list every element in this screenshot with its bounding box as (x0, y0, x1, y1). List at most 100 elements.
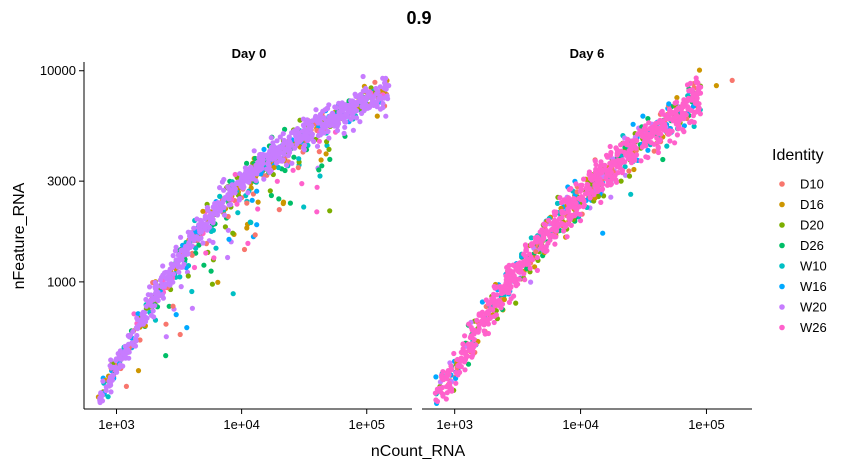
data-point-w20 (265, 161, 271, 167)
data-point-w26 (693, 75, 699, 81)
data-point-w26 (643, 143, 649, 149)
data-point-w20 (148, 312, 154, 318)
legend-key-w26 (779, 324, 785, 331)
data-point-w20 (608, 194, 614, 200)
data-point-w26 (549, 232, 555, 238)
data-point-w16 (254, 222, 260, 228)
data-point-d16 (280, 199, 287, 205)
data-point-w26 (526, 261, 532, 267)
data-point-w20 (160, 263, 166, 269)
data-point-w20 (297, 138, 303, 144)
data-point-w26 (622, 159, 628, 165)
data-point-w26 (598, 199, 604, 205)
data-point-w26 (447, 387, 453, 393)
data-point-d26 (268, 192, 274, 199)
data-point-w26 (299, 181, 305, 187)
data-point-w26 (612, 162, 618, 168)
data-point-d10 (137, 337, 143, 343)
legend-label-d10: D10 (800, 177, 824, 192)
data-point-d16 (696, 67, 703, 73)
data-point-w10 (210, 227, 216, 233)
data-point-w26 (490, 295, 497, 302)
data-point-w20 (313, 107, 319, 113)
data-point-w20 (205, 207, 211, 213)
data-point-w26 (588, 174, 594, 180)
data-point-w20 (385, 96, 391, 102)
data-point-w16 (254, 188, 260, 194)
data-point-w20 (369, 100, 375, 106)
data-point-w16 (173, 312, 179, 318)
data-point-w26 (462, 333, 468, 339)
data-point-w20 (343, 111, 349, 117)
data-point-w26 (602, 167, 609, 173)
data-point-d20 (327, 208, 333, 214)
data-point-w26 (576, 204, 583, 210)
data-point-w26 (660, 111, 666, 117)
data-point-w20 (170, 253, 176, 259)
data-point-w10 (317, 173, 323, 179)
data-point-w26 (521, 251, 527, 257)
data-point-w20 (217, 185, 223, 191)
panel-day-0: Day 0 1e+03 1e+04 1e+05 1000 3000 10000 (40, 46, 412, 432)
data-point-w20 (280, 141, 287, 147)
data-point-w26 (653, 120, 659, 127)
data-point-w26 (465, 341, 471, 347)
data-point-w20 (152, 303, 158, 309)
data-point-w26 (534, 254, 540, 261)
data-point-w26 (577, 196, 584, 202)
legend-key-d20 (779, 222, 785, 228)
data-point-w20 (245, 174, 251, 180)
data-point-w26 (584, 187, 590, 193)
data-point-d10 (295, 165, 301, 171)
data-point-w26 (674, 99, 680, 105)
data-point-w26 (511, 273, 517, 279)
data-point-w20 (337, 116, 343, 122)
data-point-d26 (645, 116, 651, 122)
data-point-w20 (381, 85, 387, 91)
data-point-w26 (615, 170, 621, 176)
data-point-w26 (628, 146, 635, 152)
data-point-w20 (166, 269, 172, 275)
data-point-d20 (230, 230, 236, 236)
data-point-w20 (341, 116, 347, 122)
data-point-w20 (377, 84, 383, 90)
data-point-w20 (363, 98, 369, 104)
data-point-w26 (579, 187, 585, 193)
chart-title: 0.9 (406, 8, 431, 28)
x-tick-label: 1e+04 (223, 417, 260, 432)
legend: Identity D10 D16 D20 D26 W10 W16 W20 W26 (772, 147, 827, 335)
data-point-w26 (565, 221, 571, 227)
data-point-d16 (215, 279, 221, 285)
data-point-w20 (163, 275, 169, 282)
data-point-w20 (133, 336, 139, 342)
data-point-w20 (380, 105, 386, 111)
data-point-d26 (316, 167, 322, 173)
data-point-w26 (234, 201, 240, 207)
data-point-w20 (154, 293, 160, 299)
data-point-w26 (603, 174, 609, 181)
data-point-w26 (568, 185, 574, 192)
data-point-w10 (189, 288, 195, 295)
data-point-w16 (630, 121, 636, 127)
data-point-w26 (689, 87, 696, 93)
data-point-w20 (141, 313, 147, 319)
data-point-d10 (626, 168, 632, 174)
data-point-w26 (673, 107, 680, 113)
y-tick-label: 10000 (40, 63, 76, 78)
legend-label-w10: W10 (800, 259, 827, 274)
legend-label-d16: D16 (800, 197, 824, 212)
data-point-w26 (546, 217, 552, 223)
data-point-w26 (691, 119, 697, 125)
data-point-w26 (496, 302, 502, 308)
data-point-w26 (698, 84, 704, 90)
data-point-w26 (615, 150, 621, 156)
data-point-w20 (336, 100, 342, 106)
data-point-w20 (341, 130, 347, 136)
data-point-w10 (628, 191, 634, 197)
data-point-d26 (282, 126, 288, 132)
data-point-w26 (643, 131, 650, 137)
data-point-w20 (272, 155, 278, 162)
data-point-w20 (207, 216, 213, 222)
data-point-w20 (100, 378, 106, 384)
data-point-w20 (261, 176, 267, 182)
